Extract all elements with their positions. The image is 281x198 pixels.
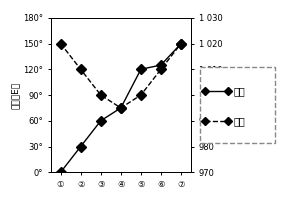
Text: 气压: 气压 (233, 116, 245, 127)
Y-axis label: 气压（hPa）: 气压（hPa） (225, 76, 234, 114)
Y-axis label: 经度（E）: 经度（E） (11, 82, 20, 109)
Text: 经度: 经度 (233, 86, 245, 96)
